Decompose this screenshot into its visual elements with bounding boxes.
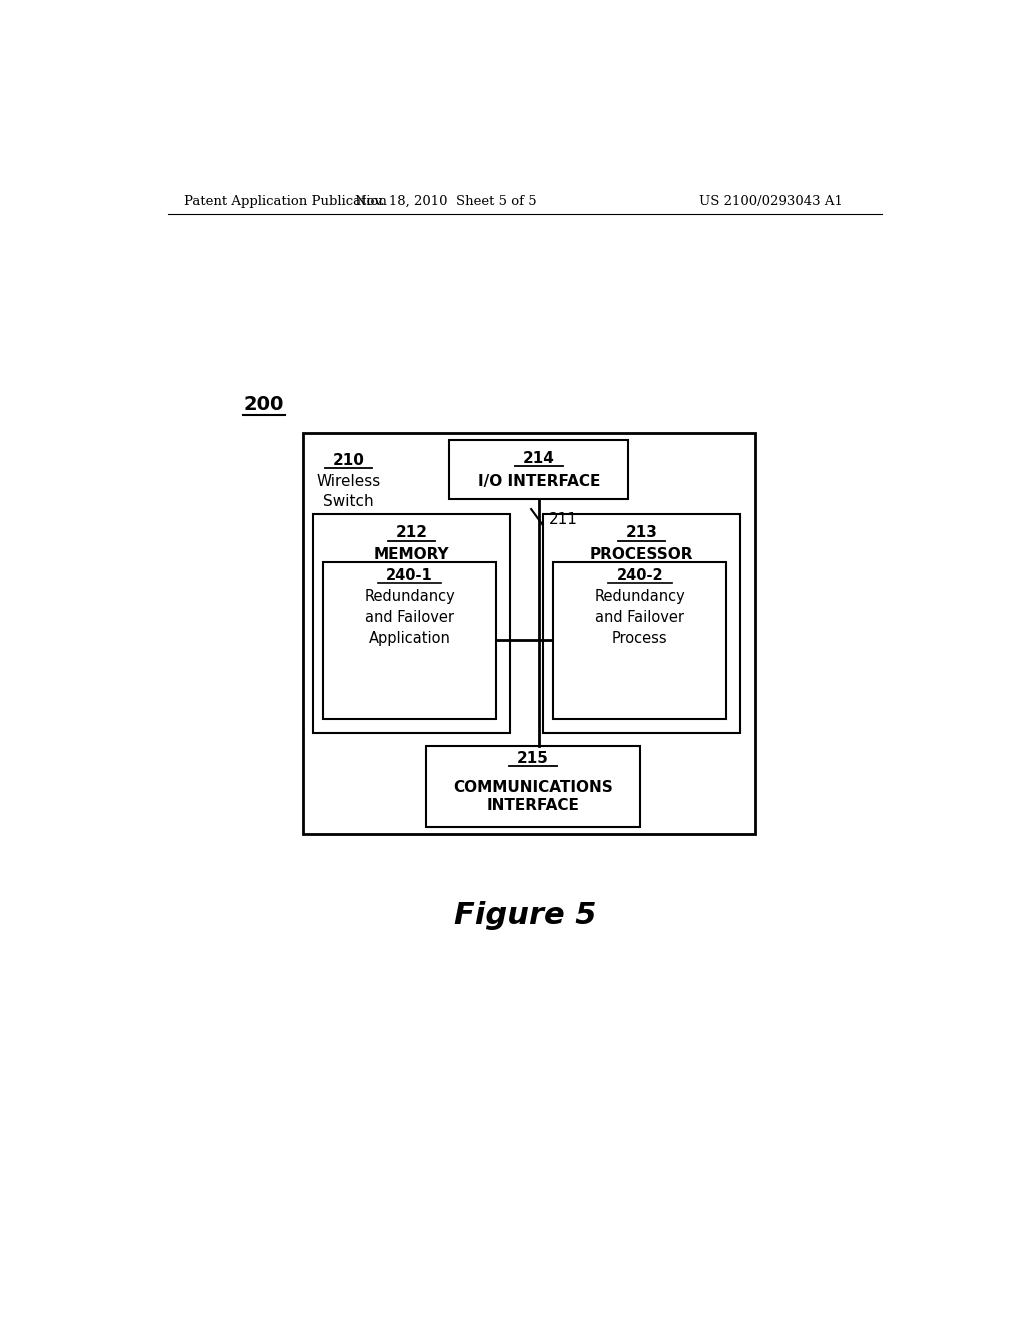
- Text: US 2100/0293043 A1: US 2100/0293043 A1: [699, 194, 844, 207]
- Text: 213: 213: [626, 525, 657, 540]
- Text: 240-2: 240-2: [616, 568, 664, 582]
- FancyBboxPatch shape: [543, 515, 740, 733]
- Text: Patent Application Publication: Patent Application Publication: [183, 194, 386, 207]
- Text: Nov. 18, 2010  Sheet 5 of 5: Nov. 18, 2010 Sheet 5 of 5: [354, 194, 537, 207]
- Text: 215: 215: [517, 751, 549, 766]
- Text: 214: 214: [523, 450, 555, 466]
- FancyBboxPatch shape: [553, 562, 726, 719]
- FancyBboxPatch shape: [324, 562, 497, 719]
- Text: Redundancy
and Failover
Process: Redundancy and Failover Process: [595, 589, 685, 647]
- Text: MEMORY: MEMORY: [374, 548, 450, 562]
- Text: 211: 211: [549, 512, 578, 527]
- Text: 240-1: 240-1: [386, 568, 433, 582]
- Text: Redundancy
and Failover
Application: Redundancy and Failover Application: [365, 589, 455, 647]
- FancyBboxPatch shape: [303, 433, 755, 834]
- Text: Wireless
Switch: Wireless Switch: [316, 474, 381, 510]
- Text: I/O INTERFACE: I/O INTERFACE: [478, 474, 600, 490]
- FancyBboxPatch shape: [426, 746, 640, 828]
- Text: Figure 5: Figure 5: [454, 902, 596, 931]
- Text: 212: 212: [395, 525, 427, 540]
- FancyBboxPatch shape: [313, 515, 510, 733]
- Text: PROCESSOR: PROCESSOR: [590, 548, 693, 562]
- Text: 210: 210: [333, 453, 365, 467]
- Text: 200: 200: [243, 395, 284, 414]
- FancyBboxPatch shape: [450, 440, 628, 499]
- Text: COMMUNICATIONS
INTERFACE: COMMUNICATIONS INTERFACE: [453, 780, 612, 813]
